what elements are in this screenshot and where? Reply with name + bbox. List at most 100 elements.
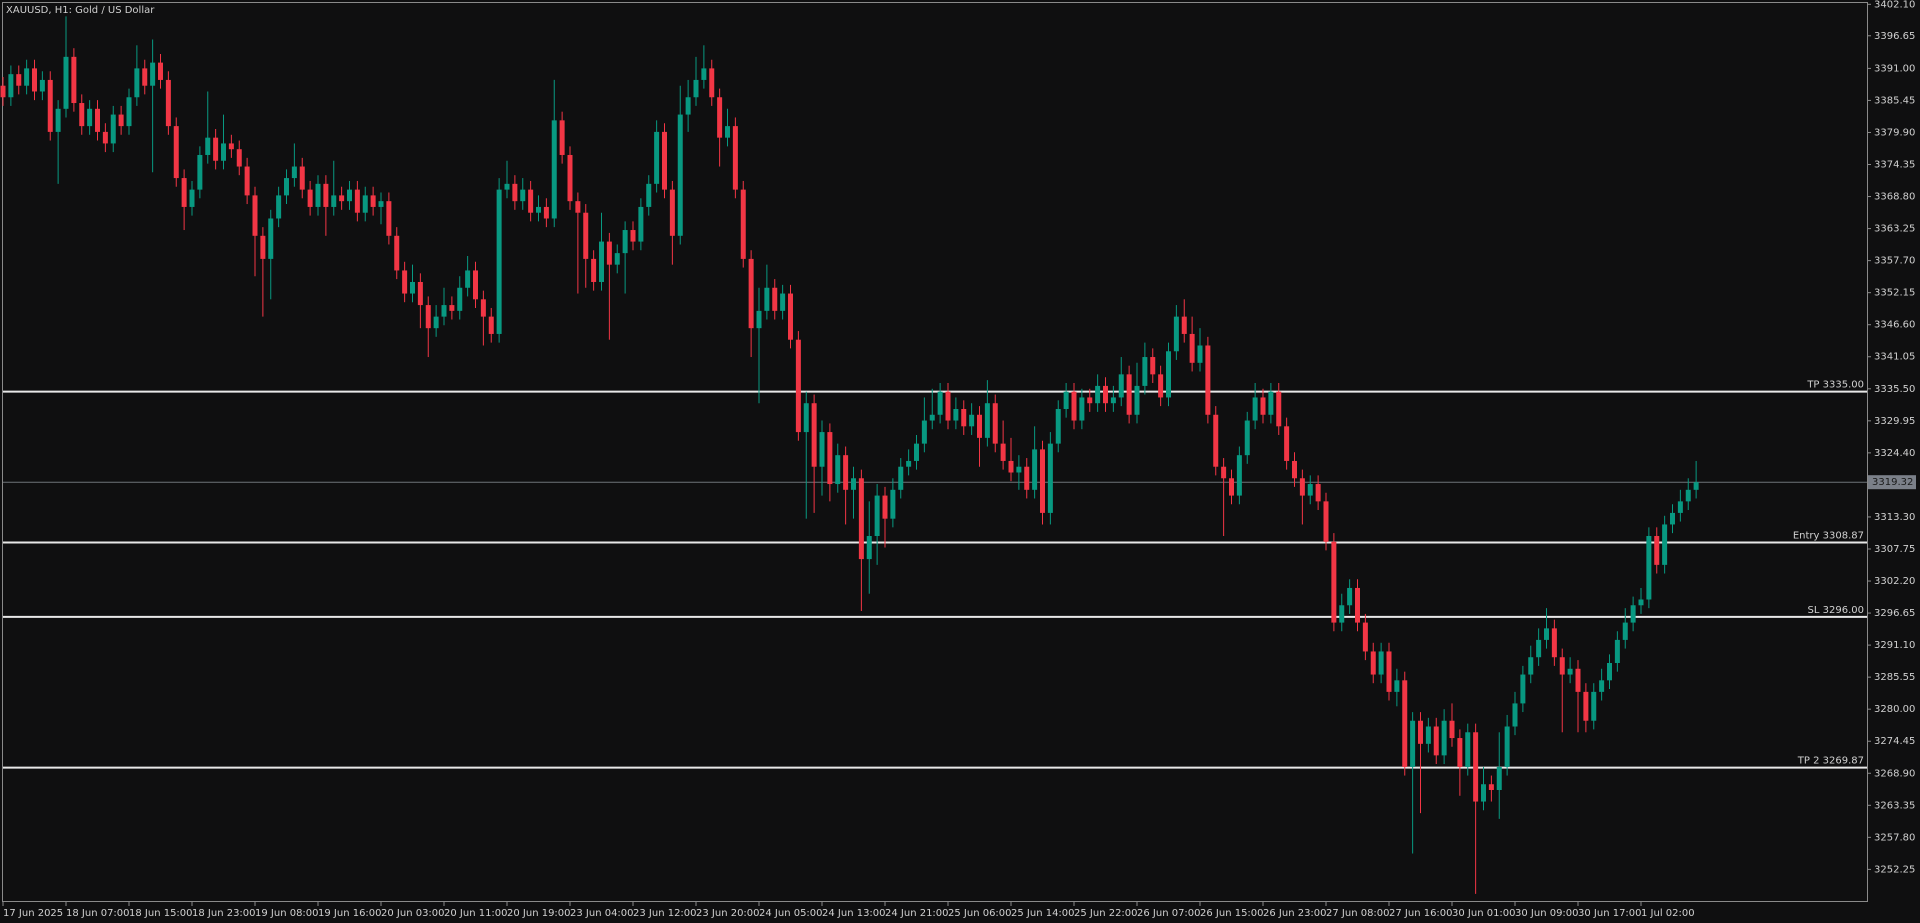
candle-body — [1481, 784, 1486, 802]
candle-body — [819, 432, 825, 467]
x-tick-label: 20 Jun 19:00 — [507, 908, 571, 919]
candle-body — [1110, 397, 1116, 404]
candle-body — [24, 68, 30, 86]
candle-body — [386, 201, 392, 236]
candle-body — [583, 212, 589, 259]
y-tick-label: 3363.25 — [1874, 224, 1915, 235]
candle-body — [173, 126, 179, 179]
candle-body — [1528, 657, 1534, 675]
y-tick-label: 3374.35 — [1874, 160, 1915, 171]
candle-body — [606, 241, 612, 265]
candle-body — [1496, 766, 1502, 791]
candle-body — [1000, 443, 1006, 461]
candle-body — [221, 143, 226, 161]
y-tick-label: 3313.30 — [1874, 512, 1915, 523]
candle-body — [1063, 391, 1069, 409]
candle-body — [953, 408, 959, 421]
candle-body — [788, 293, 793, 340]
y-tick-label: 3391.00 — [1874, 63, 1915, 74]
candle-body — [142, 68, 148, 86]
candle-body — [252, 195, 258, 236]
candle-body — [1465, 732, 1471, 767]
candle-body — [1583, 691, 1589, 721]
candle-body — [1677, 501, 1683, 513]
candle-body — [811, 403, 817, 467]
candle-body — [851, 478, 856, 490]
candle-body — [457, 287, 463, 311]
candle-body — [126, 97, 132, 127]
candle-body — [1520, 674, 1526, 704]
candle-body — [1055, 408, 1061, 444]
candle-body — [331, 195, 337, 207]
candle-body — [977, 414, 982, 438]
x-tick-label: 27 Jun 16:00 — [1389, 908, 1453, 919]
candle-body — [189, 189, 195, 207]
candle-body — [1032, 449, 1038, 490]
x-tick-label: 30 Jun 17:00 — [1578, 908, 1642, 919]
candle-body — [669, 189, 675, 236]
candle-body — [394, 235, 400, 271]
level-label: Entry 3308.87 — [1793, 531, 1864, 542]
candle-body — [1551, 628, 1557, 658]
y-tick-label: 3268.90 — [1874, 768, 1915, 779]
candle-body — [772, 287, 778, 311]
x-tick-label: 27 Jun 08:00 — [1326, 908, 1390, 919]
candle-body — [890, 489, 896, 519]
candle-body — [1323, 501, 1329, 542]
candle-body — [1355, 587, 1360, 623]
candle-body — [1150, 357, 1156, 375]
candle-body — [654, 131, 660, 184]
y-tick-label: 3396.65 — [1874, 31, 1915, 42]
candle-body — [134, 68, 140, 98]
candle-body — [559, 120, 565, 155]
candle-body — [662, 131, 667, 190]
candle-body — [1071, 391, 1077, 421]
chart-title: XAUUSD, H1: Gold / US Dollar — [6, 5, 155, 16]
x-tick-label: 23 Jun 12:00 — [633, 908, 697, 919]
candle-body — [1607, 663, 1612, 681]
candle-body — [945, 391, 951, 421]
candle-body — [898, 466, 904, 490]
y-tick-label: 3385.45 — [1874, 95, 1915, 106]
candle-body — [685, 97, 691, 115]
candle-body — [575, 201, 581, 213]
candle-body — [1441, 720, 1447, 756]
x-tick-label: 19 Jun 16:00 — [318, 908, 382, 919]
candle-body — [780, 293, 786, 311]
candle-body — [213, 137, 219, 161]
candle-body — [1347, 587, 1353, 606]
candle-body — [150, 62, 156, 86]
y-tick-label: 3280.00 — [1874, 704, 1915, 715]
candle-body — [1095, 385, 1101, 404]
candle-body — [1173, 316, 1179, 352]
x-tick-label: 1 Jul 02:00 — [1641, 908, 1695, 919]
candle-body — [1630, 605, 1636, 623]
candle-body — [1654, 535, 1660, 565]
candle-body — [1008, 460, 1014, 473]
x-tick-label: 26 Jun 15:00 — [1200, 908, 1264, 919]
candle-body — [284, 178, 289, 196]
candle-body — [835, 455, 841, 485]
candle-body — [1646, 535, 1652, 600]
candle-body — [677, 114, 683, 236]
level-label: TP 2 3269.87 — [1797, 756, 1864, 767]
candle-body — [1425, 726, 1431, 744]
candle-body — [528, 189, 534, 213]
candle-body — [725, 126, 730, 138]
y-tick-label: 3379.90 — [1874, 127, 1915, 138]
candle-body — [71, 56, 77, 104]
candle-body — [1229, 478, 1234, 496]
candle-body — [1575, 668, 1581, 692]
candle-body — [1433, 726, 1439, 756]
x-tick-label: 17 Jun 2025 — [3, 908, 63, 919]
candle-body — [512, 183, 518, 202]
candle-body — [276, 195, 282, 219]
candle-body — [1307, 484, 1313, 496]
candle-body — [1449, 720, 1455, 739]
y-tick-label: 3274.45 — [1874, 736, 1915, 747]
x-tick-label: 18 Jun 07:00 — [66, 908, 130, 919]
candle-body — [323, 183, 329, 207]
y-tick-label: 3291.10 — [1874, 640, 1915, 651]
